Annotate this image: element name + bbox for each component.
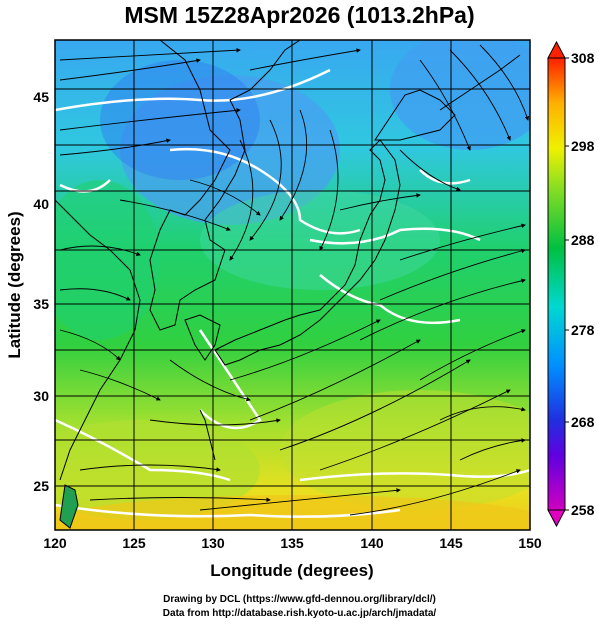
colorbar-label: 278: [571, 322, 595, 338]
y-tick-label: 35: [33, 296, 49, 312]
x-tick-label: 130: [201, 535, 225, 551]
y-tick-label: 30: [33, 388, 49, 404]
y-axis-label: Latitude (degrees): [5, 211, 24, 358]
colorbar: 308 298 288 278 268 258: [547, 40, 595, 528]
colorbar-label: 288: [571, 232, 595, 248]
y-tick-label: 25: [33, 478, 49, 494]
colorbar-label: 268: [571, 414, 595, 430]
x-tick-label: 120: [43, 535, 67, 551]
credit-drawing: Drawing by DCL (https://www.gfd-dennou.o…: [163, 594, 436, 605]
x-tick-labels: 120 125 130 135 140 145 150: [43, 535, 542, 551]
colorbar-label: 258: [571, 502, 595, 518]
y-tick-label: 40: [33, 196, 49, 212]
y-tick-labels: 25 30 35 40 45: [33, 89, 49, 494]
x-tick-label: 145: [439, 535, 463, 551]
chart-title: MSM 15Z28Apr2026 (1013.2hPa): [124, 2, 475, 28]
x-tick-label: 150: [518, 535, 542, 551]
graticule: [55, 39, 530, 530]
colorbar-min-arrow: [547, 509, 566, 528]
credit-data-source: Data from http://database.rish.kyoto-u.a…: [162, 608, 437, 619]
plot-frame: [54, 39, 531, 531]
y-tick-label: 45: [33, 89, 49, 105]
x-tick-label: 140: [360, 535, 384, 551]
colorbar-label: 298: [571, 138, 595, 154]
colorbar-ramp: [547, 57, 566, 511]
colorbar-label: 308: [571, 50, 595, 66]
x-tick-label: 125: [122, 535, 146, 551]
x-tick-label: 135: [280, 535, 304, 551]
plot-area: [54, 39, 531, 531]
x-axis-label: Longitude (degrees): [210, 561, 373, 580]
streamlines: [59, 44, 530, 516]
colorbar-max-arrow: [547, 40, 566, 59]
